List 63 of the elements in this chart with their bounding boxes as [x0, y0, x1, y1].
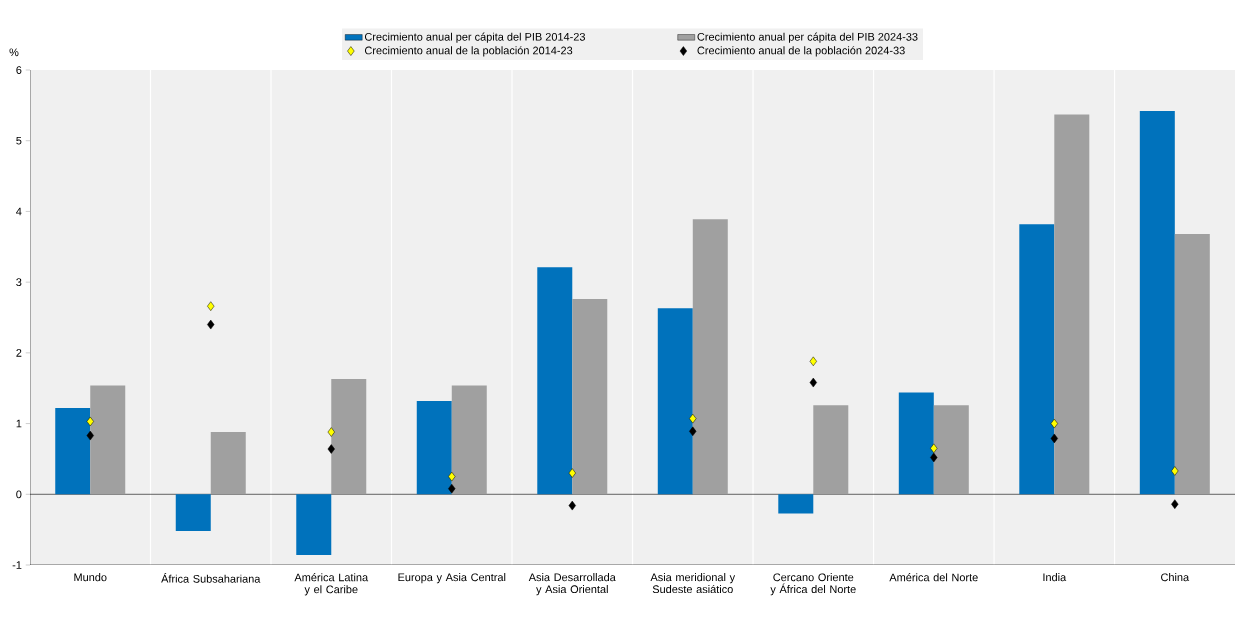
point	[1171, 466, 1179, 476]
point	[86, 430, 94, 441]
point	[327, 427, 335, 437]
bar	[692, 219, 728, 495]
point	[689, 413, 697, 424]
y-tick-label: 2	[16, 349, 22, 357]
bar	[331, 379, 367, 495]
x-tick-label: Asia Desarrollada y Asia Oriental	[528, 573, 616, 596]
bar	[813, 405, 849, 495]
bar	[90, 385, 126, 495]
x-tick-label: Europa y Asia Central	[398, 573, 506, 584]
y-tick-label: -1	[12, 561, 22, 569]
point	[1171, 499, 1179, 509]
bar	[898, 392, 934, 495]
point	[930, 443, 938, 454]
bar	[537, 267, 573, 495]
y-tick-label: 0	[16, 490, 22, 499]
y-tick-label: 3	[16, 278, 22, 287]
point	[327, 444, 335, 454]
x-tick-label: India	[1043, 573, 1067, 582]
point	[207, 319, 215, 330]
bar	[55, 408, 91, 495]
x-tick-label: Asia meridional y Sudeste asiático	[650, 573, 736, 594]
bar	[933, 405, 969, 495]
x-tick-label: Cercano Oriente y África del Norte	[770, 573, 856, 596]
point	[689, 426, 697, 437]
y-tick-label: 4	[16, 207, 22, 216]
bar	[1054, 114, 1090, 495]
bar	[296, 494, 332, 556]
bar	[451, 385, 487, 495]
point	[809, 377, 817, 388]
point	[568, 468, 576, 478]
point	[568, 500, 576, 511]
legend-label: Crecimiento anual per cápita del PIB 2024-33	[697, 32, 918, 43]
point	[930, 452, 938, 463]
point	[1050, 433, 1058, 444]
point	[809, 356, 817, 367]
y-tick-label: 1	[16, 419, 22, 428]
bar	[1174, 234, 1210, 495]
legend-label: Crecimiento anual de la población 2014-23	[364, 46, 573, 57]
bar	[778, 494, 814, 514]
point	[1050, 418, 1058, 429]
x-tick-label: África Subsahariana	[161, 573, 261, 583]
bar	[572, 299, 608, 495]
bar	[1139, 111, 1175, 495]
y-tick-label: 5	[16, 136, 22, 145]
point	[207, 301, 215, 311]
x-tick-label: América del Norte	[889, 573, 978, 582]
x-tick-label: Mundo	[74, 573, 107, 582]
bar	[657, 308, 693, 495]
bar	[175, 494, 211, 532]
y-tick-label: 6	[16, 66, 22, 74]
bar	[416, 400, 452, 495]
x-tick-label: China	[1161, 573, 1190, 582]
legend-label: Crecimiento anual de la población 2024-33	[697, 46, 905, 57]
bar	[210, 432, 246, 495]
bar	[1019, 224, 1055, 495]
legend-label: Crecimiento anual per cápita del PIB 2014-23	[364, 32, 585, 43]
point	[448, 483, 456, 494]
y-axis-title: %	[9, 48, 19, 57]
x-tick-label: América Latina y el Caribe	[294, 573, 369, 596]
point	[86, 416, 94, 427]
point	[448, 471, 456, 482]
